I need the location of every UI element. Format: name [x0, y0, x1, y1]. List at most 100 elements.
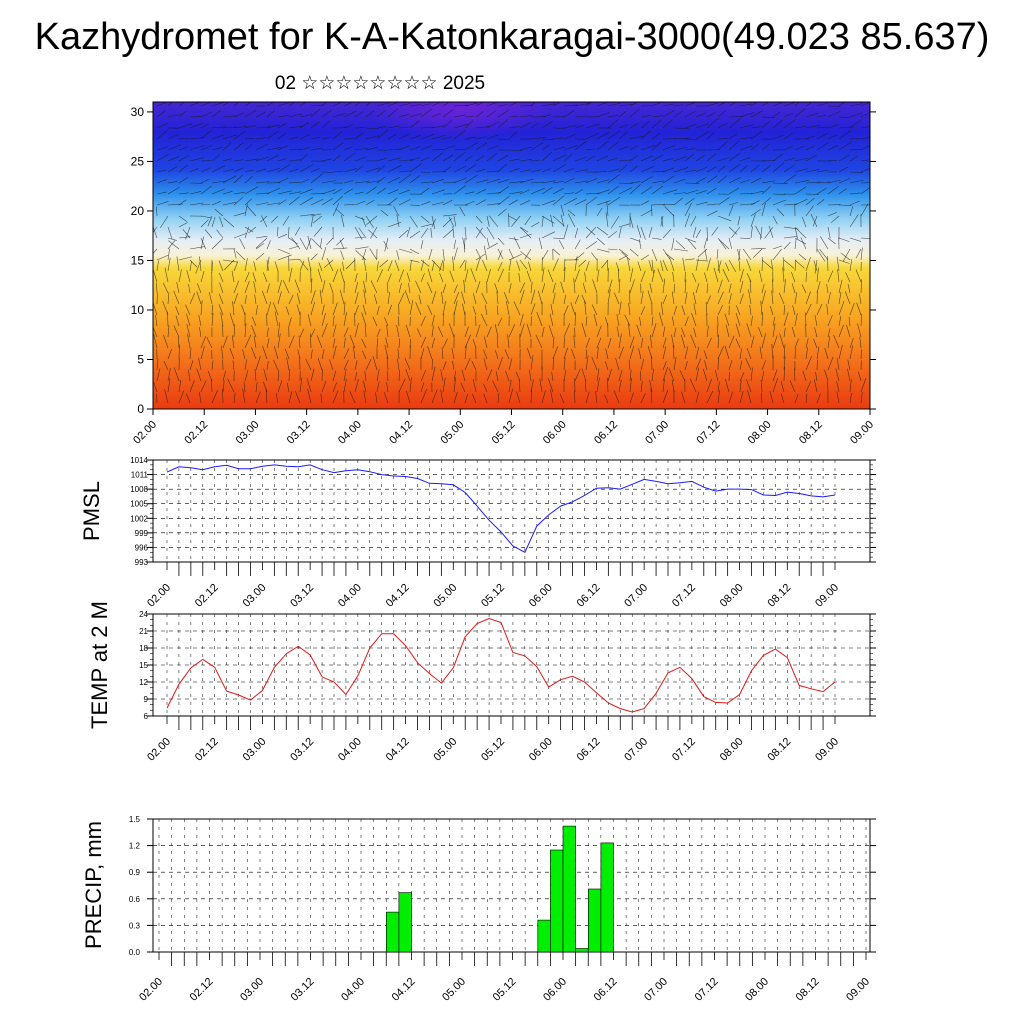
- wind-vector: [563, 133, 577, 140]
- wind-vector: [349, 335, 356, 349]
- wind-vector: [827, 270, 834, 283]
- wind-vector: [219, 272, 224, 283]
- wind-vector: [255, 252, 265, 261]
- wind-vector: [537, 290, 543, 305]
- wind-vector: [592, 279, 598, 294]
- wind-vector: [461, 369, 466, 382]
- wind-vector: [442, 261, 445, 272]
- wind-vector: [416, 328, 422, 338]
- wind-vector: [574, 115, 587, 118]
- wind-vector: [354, 156, 367, 162]
- wind-vector: [420, 156, 430, 162]
- wind-vectors: [153, 102, 870, 404]
- wind-vector: [233, 167, 244, 173]
- precip-xtick-label: 07.00: [642, 976, 670, 1004]
- wind-vector: [383, 391, 389, 404]
- wind-vector: [849, 206, 854, 217]
- wind-vector: [695, 131, 710, 140]
- wind-vector: [277, 102, 290, 107]
- wind-vector: [387, 148, 402, 151]
- chart-title: Kazhydromet for K-A-Katonkaragai-3000(49…: [34, 16, 990, 58]
- pmsl-xtick-label: 06.12: [575, 582, 603, 610]
- wind-vector: [376, 268, 384, 283]
- wind-vector: [640, 186, 653, 195]
- wind-vector: [286, 357, 290, 371]
- wind-vector: [618, 124, 629, 129]
- wind-vector: [255, 355, 261, 371]
- wind-vector: [833, 334, 840, 349]
- wind-vector: [354, 292, 359, 305]
- wind-vector: [321, 380, 327, 393]
- wind-vector: [563, 104, 578, 107]
- wind-vector: [827, 292, 831, 305]
- wind-vector: [464, 164, 477, 173]
- wind-vector: [731, 226, 741, 239]
- wind-vector: [838, 130, 852, 140]
- wind-vector: [639, 370, 642, 382]
- wind-vector: [211, 389, 219, 404]
- wind-vector: [273, 345, 279, 360]
- xs-xtick-label: 04.12: [387, 419, 415, 447]
- wind-vector: [530, 159, 541, 162]
- wind-vector: [427, 282, 433, 294]
- wind-vector: [718, 239, 730, 250]
- wind-vector: [558, 240, 565, 250]
- wind-vector: [354, 281, 359, 294]
- wind-vector: [745, 357, 752, 371]
- wind-vector: [717, 346, 724, 360]
- wind-vector: [816, 114, 827, 118]
- xs-xtick-label: 07.00: [643, 419, 671, 447]
- wind-vector: [200, 236, 204, 250]
- wind-vector: [814, 327, 818, 338]
- wind-vector: [604, 361, 609, 371]
- wind-vector: [513, 301, 521, 316]
- wind-vector: [486, 153, 498, 162]
- wind-vector: [739, 157, 751, 162]
- wind-vector: [332, 154, 341, 162]
- wind-vector: [673, 156, 687, 162]
- wind-vector: [431, 261, 435, 272]
- wind-vector: [156, 260, 159, 272]
- wind-vector: [200, 167, 211, 173]
- wind-vector: [431, 290, 437, 305]
- wind-vector: [805, 347, 808, 360]
- wind-vector: [750, 102, 759, 107]
- wind-vector: [684, 292, 688, 305]
- wind-vector: [486, 121, 500, 129]
- wind-vector: [508, 253, 522, 261]
- wind-vector: [211, 304, 213, 316]
- wind-vector: [519, 313, 524, 327]
- wind-vector: [211, 165, 226, 173]
- wind-vector: [431, 179, 444, 184]
- wind-vector: [365, 199, 375, 206]
- wind-vector: [323, 259, 334, 269]
- precip-bar: [562, 825, 576, 953]
- wind-vector: [409, 260, 412, 272]
- wind-vector: [464, 120, 474, 129]
- wind-vector: [244, 137, 255, 140]
- wind-vector: [607, 115, 619, 118]
- wind-vector: [354, 305, 359, 316]
- wind-vector: [849, 192, 861, 195]
- wind-vector: [178, 146, 188, 151]
- wind-vector: [332, 247, 348, 250]
- wind-vector: [794, 338, 799, 349]
- wind-vector: [856, 302, 862, 316]
- wind-vector: [277, 115, 290, 118]
- wind-vector: [629, 108, 640, 118]
- wind-vector: [574, 269, 580, 283]
- wind-vector: [772, 245, 782, 250]
- precip-xtick-label: 05.12: [491, 976, 519, 1004]
- wind-vector: [551, 371, 554, 382]
- wind-vector: [222, 380, 225, 393]
- wind-vector: [156, 179, 167, 184]
- wind-vector: [728, 177, 741, 184]
- wind-vector: [552, 181, 564, 184]
- wind-vector: [695, 123, 710, 129]
- wind-vector: [211, 180, 227, 184]
- wind-vector: [607, 279, 613, 294]
- wind-vector: [384, 237, 389, 252]
- wind-vector: [585, 148, 596, 151]
- wind-vector: [519, 282, 526, 294]
- wind-vector: [840, 252, 851, 261]
